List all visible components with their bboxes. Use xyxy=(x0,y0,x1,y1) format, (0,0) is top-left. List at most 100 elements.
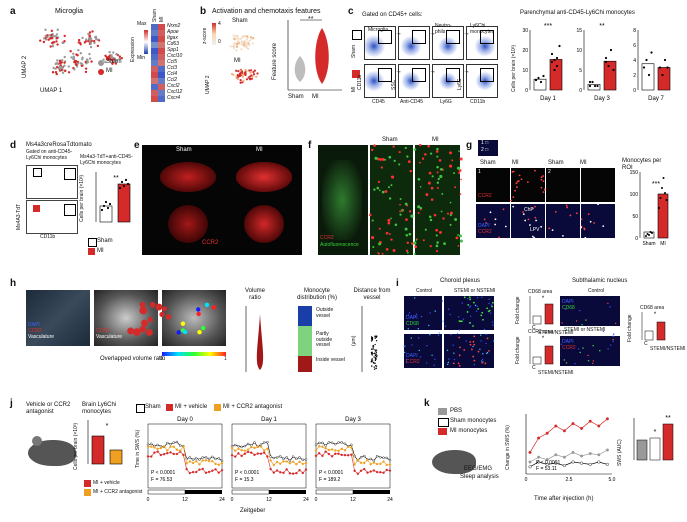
flow-gate xyxy=(412,68,426,82)
axis-ly6g: Ly6G xyxy=(440,99,452,105)
sws-point xyxy=(279,462,282,465)
sws-point xyxy=(230,446,234,450)
umap-point xyxy=(110,56,114,60)
cell-dot xyxy=(392,145,395,148)
k-sleep: Sleep analysis xyxy=(460,474,499,480)
cell-dot xyxy=(405,361,408,363)
violin-group-sham: Sham xyxy=(288,94,304,100)
sws-point xyxy=(588,419,592,423)
cell-dot xyxy=(461,302,463,304)
umap-point xyxy=(248,69,251,72)
sws-point xyxy=(304,461,308,465)
data-point xyxy=(374,354,377,357)
flow-gate xyxy=(446,30,460,44)
sws-point xyxy=(237,447,240,450)
umap-point xyxy=(69,50,72,53)
gate-d-mi xyxy=(64,204,76,216)
g-sham-2: Sham xyxy=(548,160,564,166)
cell-dot xyxy=(421,157,425,160)
sws-point xyxy=(256,445,259,449)
gene-label: Cxcl2 xyxy=(167,83,180,89)
cell-dot xyxy=(457,316,460,318)
x-tick: 24 xyxy=(219,497,225,503)
cell-dot xyxy=(510,199,512,202)
bar-stemi xyxy=(544,345,554,365)
sws-point xyxy=(554,453,558,457)
cell-dot xyxy=(459,234,462,238)
e-mi: MI xyxy=(256,147,263,153)
umap-a-xlabel: UMAP 1 xyxy=(40,88,63,94)
cell-dot xyxy=(417,328,419,330)
tick-label: 20 xyxy=(522,48,528,54)
umap-point xyxy=(51,36,54,40)
umap-point xyxy=(67,71,71,74)
cell-dot xyxy=(407,314,410,316)
cell-dot xyxy=(434,310,436,312)
x-tick: 0 xyxy=(231,497,234,503)
umap-point xyxy=(249,36,253,39)
axis-cd11b: CD11b xyxy=(470,99,486,105)
tick-label: 5 xyxy=(579,68,582,74)
sws-line xyxy=(231,441,307,462)
sws-point xyxy=(337,441,340,444)
sws-point xyxy=(259,443,263,446)
heatmap-cell xyxy=(158,24,165,30)
umap-point xyxy=(234,35,237,38)
cell-dot xyxy=(491,305,493,308)
h-cb-0: 0 xyxy=(160,356,163,362)
c-bar-title: Parenchymal anti-CD45-Ly6Chi monocytes xyxy=(520,10,635,16)
cell-dot xyxy=(486,337,489,340)
data-point xyxy=(374,343,376,346)
umap-point xyxy=(44,34,47,38)
sws-point xyxy=(301,458,304,462)
umap-point xyxy=(96,38,100,41)
sws-point xyxy=(327,448,331,452)
umap-point xyxy=(55,36,59,40)
cell-dot xyxy=(602,225,605,227)
f-autofluor: Autofluorescence xyxy=(320,242,359,248)
cell-dot xyxy=(394,223,398,227)
data-point xyxy=(542,74,545,78)
sws-point xyxy=(240,454,243,458)
cell-dot xyxy=(577,348,580,350)
f-value: F = 53.11 xyxy=(536,466,557,472)
k-leg-sham: Sham monocytes xyxy=(450,418,497,424)
data-point xyxy=(375,336,377,339)
cell-dot xyxy=(566,206,569,209)
sws-point xyxy=(379,471,382,474)
i-dapi-3: DAPI xyxy=(562,299,574,305)
cell-dot xyxy=(384,158,387,161)
gene-label: Ccl5 xyxy=(167,59,178,65)
umap-point xyxy=(54,67,57,70)
sws-point xyxy=(388,463,392,466)
cell-dot xyxy=(614,322,617,325)
sws-point xyxy=(291,455,295,458)
sham-key-d xyxy=(33,168,42,177)
heatmap-cell xyxy=(151,72,158,78)
data-point xyxy=(604,60,608,64)
cell-dot xyxy=(418,337,420,339)
flow-arrow: → xyxy=(395,30,402,37)
sws-point xyxy=(240,445,243,449)
h-dapi: DAPI xyxy=(28,322,40,328)
heatmap-cell xyxy=(158,42,165,48)
gene-label: Ccl2 xyxy=(167,77,178,83)
cell-dot xyxy=(381,190,385,194)
sws-point xyxy=(169,445,172,448)
sws-point xyxy=(350,453,353,456)
expr-label: Expression xyxy=(130,37,136,62)
panel-label-i: i xyxy=(396,278,399,289)
g-dots xyxy=(483,169,605,239)
panel-label-d: d xyxy=(10,140,17,151)
cell-dot xyxy=(486,307,489,310)
sws-point xyxy=(166,452,169,455)
g-dapi: DAPI xyxy=(478,223,490,229)
i-stemi-1: STEMI or NSTEMI xyxy=(454,288,496,294)
umap-point xyxy=(77,38,81,42)
bar-pbs xyxy=(636,439,648,461)
sws-point xyxy=(217,471,220,474)
data-point xyxy=(118,186,122,190)
mouse-ear-j xyxy=(32,436,42,446)
cell-dot xyxy=(387,186,391,189)
sws-point xyxy=(282,457,285,460)
